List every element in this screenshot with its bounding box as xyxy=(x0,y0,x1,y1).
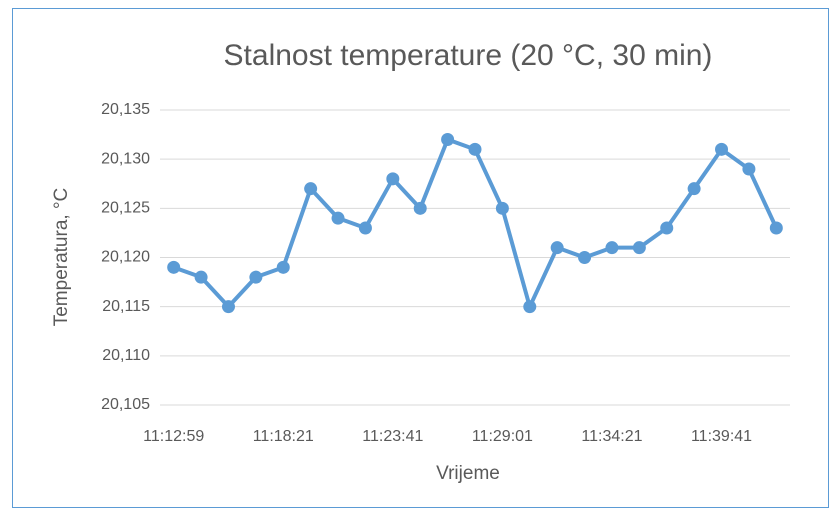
data-point xyxy=(769,221,783,235)
data-point xyxy=(605,241,619,255)
data-point xyxy=(194,270,208,284)
y-tick-label: 20,125 xyxy=(101,200,150,217)
data-point xyxy=(167,260,181,274)
y-tick-label: 20,130 xyxy=(101,150,150,167)
x-tick-label: 11:29:01 xyxy=(472,428,533,445)
y-tick-label: 20,115 xyxy=(102,298,150,315)
data-point xyxy=(578,251,592,264)
x-tick-label: 11:12:59 xyxy=(143,428,204,445)
y-tick-label: 20,120 xyxy=(101,249,150,266)
y-tick-label: 20,105 xyxy=(101,396,150,413)
data-point xyxy=(495,201,509,215)
chart-title: Stalnost temperature (20 °C, 30 min) xyxy=(224,39,713,72)
data-point xyxy=(468,142,482,156)
data-point xyxy=(687,182,701,196)
y-tick-label: 20,110 xyxy=(102,347,150,364)
data-point xyxy=(386,172,400,186)
data-point xyxy=(632,241,646,255)
data-point xyxy=(221,300,235,314)
y-tick-label: 20,135 xyxy=(101,101,150,118)
data-point xyxy=(304,182,318,196)
data-point xyxy=(441,133,455,146)
data-point xyxy=(276,260,290,274)
x-axis-label: Vrijeme xyxy=(436,463,500,484)
data-point xyxy=(742,162,756,176)
data-point xyxy=(413,201,427,215)
data-point xyxy=(358,221,372,235)
y-axis-label: Temperatura, °C xyxy=(51,188,72,327)
data-point xyxy=(550,241,564,255)
data-point xyxy=(249,270,263,284)
data-point xyxy=(331,211,345,225)
x-tick-label: 11:39:41 xyxy=(691,428,752,445)
x-tick-label: 11:34:21 xyxy=(581,428,642,445)
x-tick-label: 11:23:41 xyxy=(362,428,423,445)
data-point xyxy=(523,300,537,314)
data-point xyxy=(660,221,674,235)
data-point xyxy=(715,142,729,156)
x-tick-label: 11:18:21 xyxy=(253,428,314,445)
